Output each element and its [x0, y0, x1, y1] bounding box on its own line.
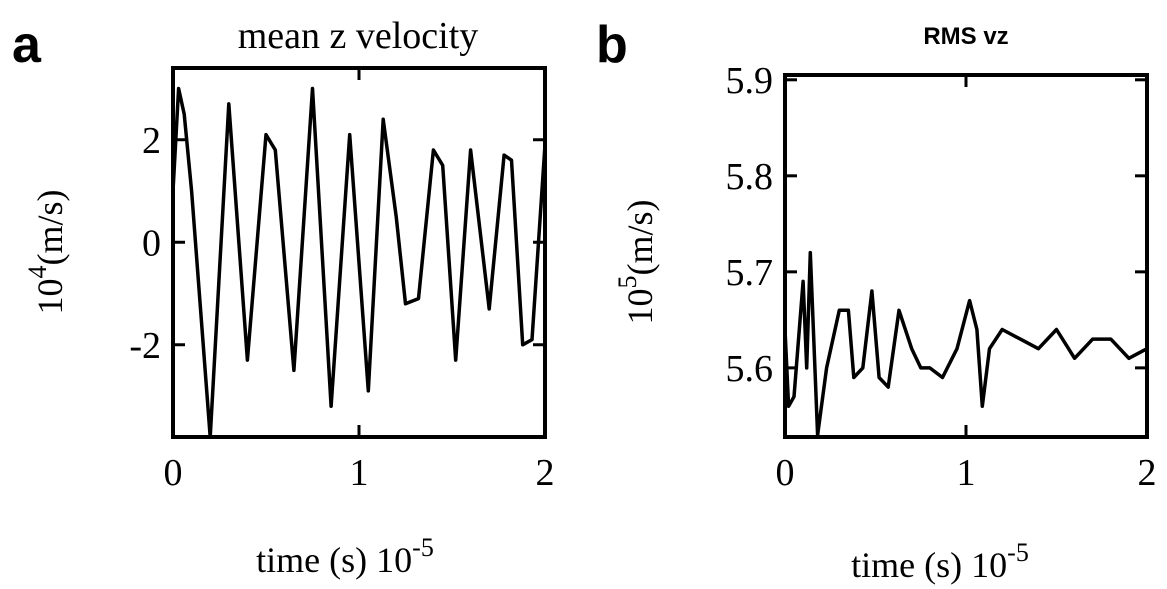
x-label-text: time (s) 10: [851, 545, 1007, 585]
y-tick-label: 5.6: [726, 348, 774, 390]
chart-title: mean z velocity: [238, 15, 479, 57]
data-line: [171, 86, 547, 439]
x-label-exponent: -5: [1007, 538, 1029, 567]
y-tick-label: -2: [129, 325, 161, 367]
y-tick-label: 5.7: [726, 252, 774, 294]
x-tick-label: 0: [164, 452, 183, 494]
x-tick-label: 0: [776, 452, 795, 494]
y-label-base: 10: [30, 279, 70, 315]
panel-label: b: [596, 16, 628, 74]
y-label-unit: (m/s): [30, 190, 70, 266]
x-tick-label: 2: [1138, 452, 1157, 494]
y-label-unit: (m/s): [620, 200, 660, 276]
y-tick-label: 5.8: [726, 156, 774, 198]
x-tick-label: 2: [536, 452, 555, 494]
y-label-exponent: 4: [23, 266, 52, 279]
x-axis-label: time (s) 10-5: [256, 533, 434, 580]
x-tick-label: 1: [350, 452, 369, 494]
y-tick-label: 2: [142, 120, 161, 162]
y-tick-label: 0: [142, 222, 161, 264]
data-line: [783, 250, 1148, 437]
chart-title: RMS vz: [923, 23, 1008, 50]
y-axis-label: 104(m/s): [23, 190, 70, 315]
x-label-text: time (s) 10: [256, 540, 412, 580]
x-label-exponent: -5: [412, 533, 434, 562]
y-tick-label: 5.9: [726, 60, 774, 102]
y-axis-label: 105(m/s): [613, 200, 660, 325]
panel-label: a: [12, 16, 42, 74]
plot-frame: [783, 73, 1149, 439]
y-label-exponent: 5: [613, 276, 642, 289]
x-tick-label: 1: [957, 452, 976, 494]
y-label-base: 10: [620, 289, 660, 325]
x-axis-label: time (s) 10-5: [851, 538, 1029, 585]
